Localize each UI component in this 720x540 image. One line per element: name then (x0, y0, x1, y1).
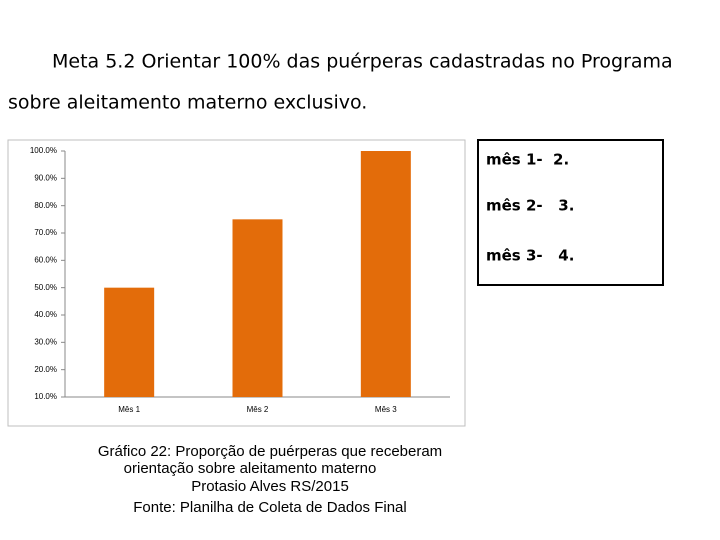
y-tick-label: 20.0% (34, 365, 57, 374)
y-tick-label: 70.0% (34, 228, 57, 237)
side-line: mês 2- 3. (486, 197, 574, 215)
y-tick-label: 50.0% (34, 283, 57, 292)
chart-frame (7, 139, 466, 427)
y-tick-label: 80.0% (34, 201, 57, 210)
x-tick-label: Mês 1 (118, 405, 140, 414)
y-tick-label: 30.0% (34, 337, 57, 346)
caption-line: Protasio Alves RS/2015 (191, 478, 349, 495)
x-tick-label: Mês 2 (247, 405, 269, 414)
bar (232, 219, 283, 397)
side-line: mês 3- 4. (486, 247, 574, 265)
x-tick-label: Mês 3 (375, 405, 397, 414)
caption-line: orientação sobre aleitamento materno (124, 460, 377, 477)
y-tick-label: 60.0% (34, 255, 57, 264)
caption-line: Gráfico 22: Proporção de puérperas que r… (98, 443, 442, 460)
side-box (477, 139, 664, 286)
y-tick-label: 90.0% (34, 173, 57, 182)
y-tick-label: 40.0% (34, 310, 57, 319)
y-tick-label: 100.0% (30, 146, 57, 155)
heading-line: sobre aleitamento materno exclusivo. (8, 92, 367, 114)
y-tick-label: 10.0% (34, 392, 57, 401)
bar (360, 151, 411, 397)
bar (104, 287, 155, 397)
side-line: mês 1- 2. (486, 151, 569, 169)
caption-line: Fonte: Planilha de Coleta de Dados Final (133, 499, 407, 516)
heading-line: Meta 5.2 Orientar 100% das puérperas cad… (52, 51, 673, 73)
